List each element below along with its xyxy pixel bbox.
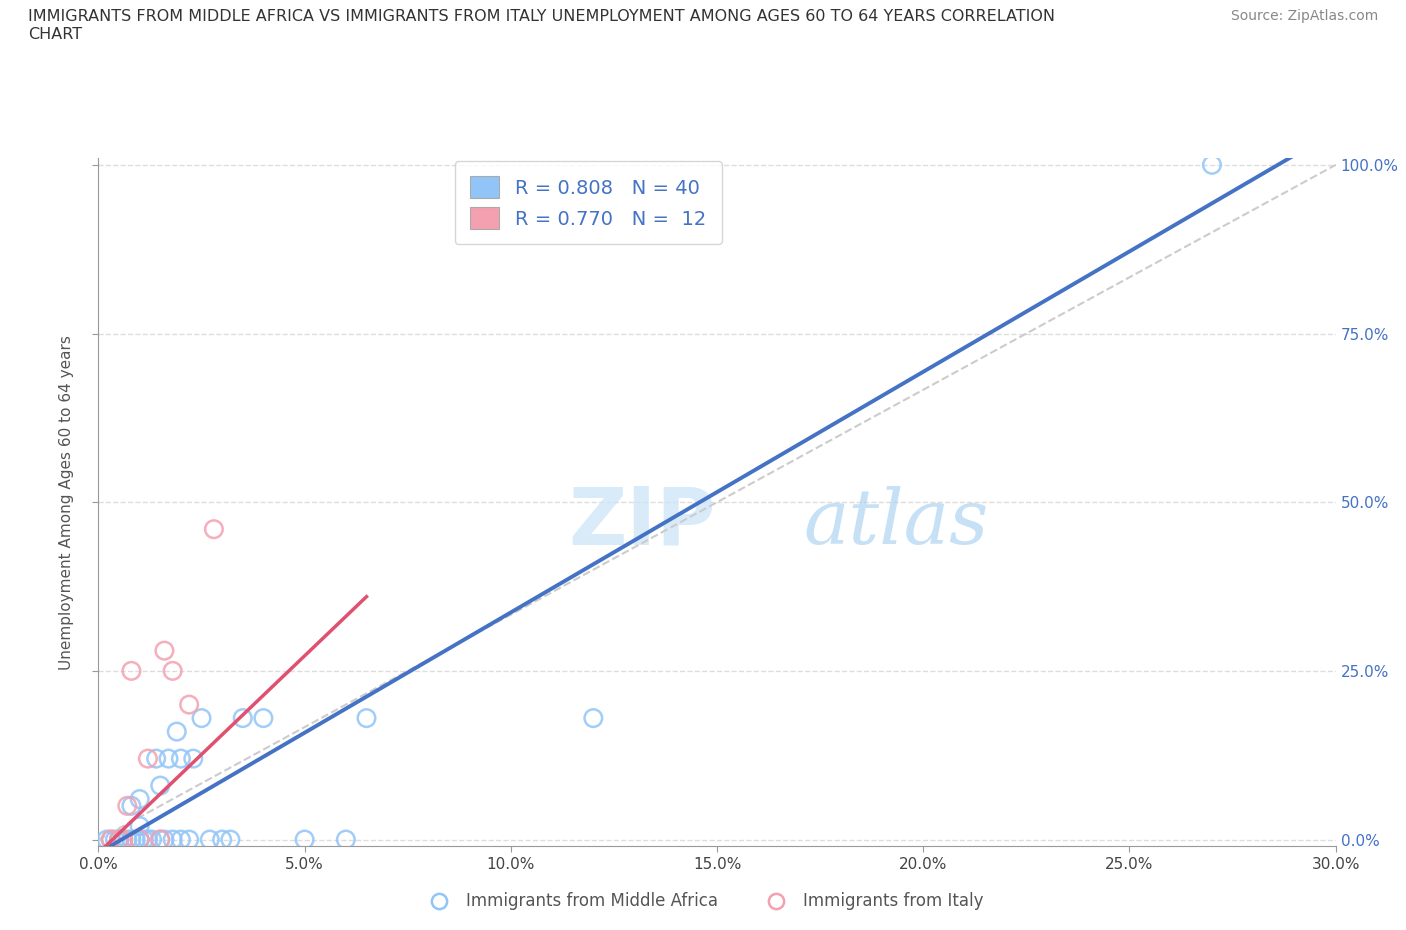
Point [108,832,131,847]
Point [219,832,242,847]
Point [198,832,221,847]
Point [582,711,605,725]
Point [128,818,150,833]
Point [104,832,127,847]
Point [153,644,176,658]
Point [181,751,204,766]
Point [170,832,193,847]
Point [128,832,150,847]
Point [128,832,150,847]
Point [136,751,159,766]
Legend: Immigrants from Middle Africa, Immigrants from Italy: Immigrants from Middle Africa, Immigrant… [416,885,990,917]
Point [149,832,172,847]
Y-axis label: Unemployment Among Ages 60 to 64 years: Unemployment Among Ages 60 to 64 years [59,335,75,670]
Text: Source: ZipAtlas.com: Source: ZipAtlas.com [1230,9,1378,23]
Point [162,832,184,847]
Point [120,663,142,678]
Point [166,724,188,739]
Point [112,832,135,847]
Point [108,832,131,847]
Point [149,832,172,847]
Point [232,711,254,725]
Point [1201,157,1223,172]
Point [170,751,193,766]
Point [149,778,172,793]
Point [211,832,233,847]
Point [162,663,184,678]
Point [108,832,131,847]
Point [124,832,146,847]
Point [117,832,139,847]
Point [335,832,357,847]
Point [202,522,225,537]
Text: ZIP: ZIP [568,484,716,562]
Point [108,832,131,847]
Point [100,832,122,847]
Point [132,832,155,847]
Point [179,832,201,847]
Point [179,698,201,712]
Point [157,751,180,766]
Point [136,832,159,847]
Point [120,832,142,847]
Point [145,751,167,766]
Legend: R = 0.808   N = 40, R = 0.770   N =  12: R = 0.808 N = 40, R = 0.770 N = 12 [454,161,721,245]
Point [141,832,163,847]
Point [120,798,142,813]
Point [356,711,378,725]
Point [153,832,176,847]
Point [252,711,274,725]
Point [112,832,135,847]
Point [128,832,150,847]
Text: IMMIGRANTS FROM MIDDLE AFRICA VS IMMIGRANTS FROM ITALY UNEMPLOYMENT AMONG AGES 6: IMMIGRANTS FROM MIDDLE AFRICA VS IMMIGRA… [28,9,1054,42]
Point [100,832,122,847]
Point [117,798,139,813]
Point [96,832,118,847]
Text: atlas: atlas [804,485,988,560]
Point [128,791,150,806]
Point [294,832,316,847]
Point [190,711,212,725]
